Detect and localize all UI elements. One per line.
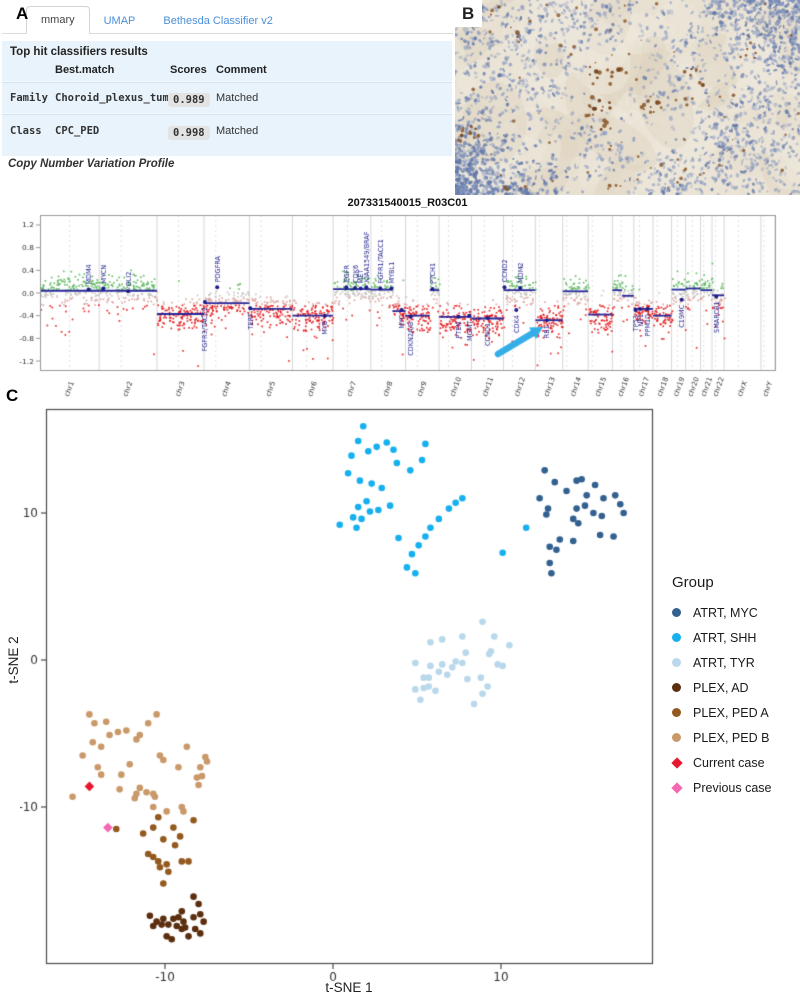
column-header-comment: Comment — [216, 64, 267, 76]
score-badge: 0.998 — [168, 126, 210, 140]
row-comment: Matched — [216, 92, 259, 104]
legend-item-previous-case: Previous case — [671, 775, 798, 800]
legend-label: Previous case — [693, 780, 772, 795]
legend-item-atrt-myc: ATRT, MYC — [672, 600, 798, 625]
tsne-plot-canvas — [20, 400, 670, 985]
legend-label: ATRT, SHH — [693, 630, 757, 645]
legend-item-atrt-tyr: ATRT, TYR — [672, 650, 798, 675]
row-best-match: Choroid_plexus_tumors — [55, 92, 188, 104]
table-row: Class CPC_PED 0.998 Matched — [2, 123, 452, 141]
tab-bar-underline — [2, 33, 453, 34]
results-title: Top hit classifiers results — [10, 46, 148, 58]
tab-bar: mmary UMAP Bethesda Classifier v2 — [26, 6, 287, 34]
tab-bethesda-classifier[interactable]: Bethesda Classifier v2 — [163, 15, 273, 27]
table-row: Family Choroid_plexus_tumors 0.989 Match… — [2, 90, 452, 108]
row-comment: Matched — [216, 125, 259, 137]
legend-label: PLEX, PED B — [693, 730, 770, 745]
table-separator — [2, 113, 452, 114]
legend-label: ATRT, MYC — [693, 605, 758, 620]
cnv-plot-canvas — [0, 195, 800, 400]
legend-swatch-circle — [672, 708, 681, 717]
legend-item-plex-ped-b: PLEX, PED B — [672, 725, 798, 750]
legend-item-plex-ped-a: PLEX, PED A — [672, 700, 798, 725]
legend-item-atrt-shh: ATRT, SHH — [672, 625, 798, 650]
histology-panel: B — [455, 0, 800, 195]
panel-label-c: C — [6, 386, 19, 405]
legend-swatch-circle — [672, 608, 681, 617]
tsne-y-axis-title: t-SNE 2 — [6, 636, 21, 684]
legend-label: Current case — [693, 755, 765, 770]
legend-title: Group — [672, 574, 714, 591]
legend-swatch-circle — [672, 633, 681, 642]
panel-label-b: B — [462, 4, 475, 23]
row-level: Family — [10, 92, 48, 104]
tsne-x-axis-title: t-SNE 1 — [325, 980, 373, 995]
legend-swatch-circle — [672, 683, 681, 692]
cnv-section-title: Copy Number Variation Profile — [8, 158, 175, 170]
table-separator — [2, 81, 452, 82]
legend-label: ATRT, TYR — [693, 655, 755, 670]
row-level: Class — [10, 125, 42, 137]
legend-label: PLEX, AD — [693, 680, 749, 695]
row-best-match: CPC_PED — [55, 125, 100, 137]
legend-item-current-case: Current case — [671, 750, 798, 775]
legend-swatch-diamond — [671, 781, 683, 794]
tsne-legend: Group ATRT, MYC ATRT, SHH ATRT, TYR PLEX… — [671, 574, 798, 800]
tab-summary[interactable]: mmary — [26, 6, 90, 34]
panel-label-b-box: B — [455, 0, 482, 27]
histology-image — [455, 0, 800, 195]
legend-swatch-circle — [672, 658, 681, 667]
column-header-scores: Scores — [170, 64, 207, 76]
legend-swatch-diamond — [671, 756, 683, 769]
tab-umap[interactable]: UMAP — [103, 15, 136, 27]
legend-swatch-circle — [672, 733, 681, 742]
column-header-best-match: Best.match — [55, 64, 115, 76]
panel-label-a: A — [16, 4, 29, 23]
classifier-results-panel: Top hit classifiers results Best.match S… — [2, 41, 452, 156]
legend-label: PLEX, PED A — [693, 705, 769, 720]
score-badge: 0.989 — [168, 93, 210, 107]
legend-item-plex-ad: PLEX, AD — [672, 675, 798, 700]
